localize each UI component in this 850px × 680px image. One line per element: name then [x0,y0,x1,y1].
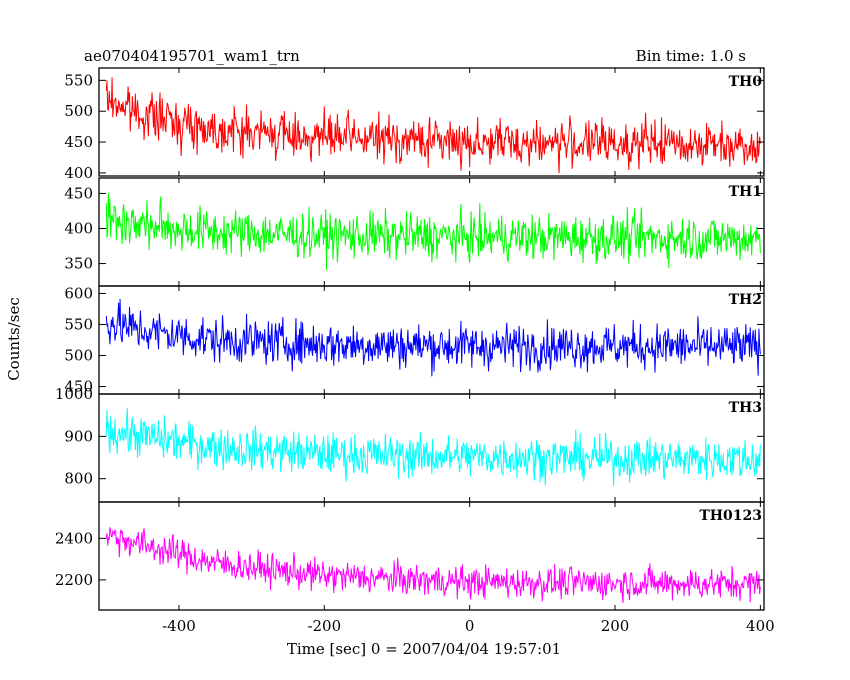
y-tick-label: 450 [64,184,93,202]
y-tick-label: 450 [64,378,93,396]
series-line-th0123 [105,527,761,603]
panel-label-th1: TH1 [729,184,762,200]
x-tick-label: -400 [162,617,196,635]
y-tick-label: 550 [64,315,93,333]
y-tick-label: 2200 [55,571,93,589]
y-axis-title: Counts/sec [5,297,23,381]
y-tick-label: 2400 [55,529,93,547]
panel-th1: 350 400 450 TH1 [64,177,765,287]
series-line-th0 [105,77,761,174]
panel-label-th0: TH0 [729,74,763,90]
x-tick-label: -200 [307,617,341,635]
x-axis: -400 -200 0 200 400 [162,617,775,635]
y-tick-label: 550 [64,71,93,89]
panel-frame [98,501,765,611]
series-line-th2 [105,299,761,377]
y-tick-label: 500 [64,347,93,365]
x-tick-label: 0 [465,617,475,635]
panel-th0123: 2200 2400 TH0123 [55,501,765,611]
x-tick-label: 200 [601,617,630,635]
panel-th3: 800 900 1000 TH3 [55,385,765,503]
x-axis-title: Time [sec] 0 = 2007/04/04 19:57:01 [287,640,561,658]
series-line-th3 [105,407,761,487]
y-tick-label: 900 [64,427,93,445]
panel-label-th0123: TH0123 [699,508,762,524]
panel-th2: 450 500 550 600 TH2 [64,284,765,396]
y-tick-label: 800 [64,470,93,488]
panel-th0: 400 450 500 550 TH0 [64,67,765,182]
panel-frame [98,67,765,177]
bin-time-label: Bin time: 1.0 s [636,47,746,65]
x-tick-label: 400 [746,617,775,635]
series-line-th1 [105,192,761,270]
panel-label-th3: TH3 [729,400,762,416]
y-tick-label: 400 [64,219,93,237]
panels-group: 400 450 500 550 TH0 350 400 450 TH1 450 500 550 600 T… [55,67,765,611]
panel-label-th2: TH2 [729,292,762,308]
y-tick-label: 500 [64,102,93,120]
chart-title: ae070404195701_wam1_trn [84,47,300,65]
y-tick-label: 400 [64,164,93,182]
y-tick-label: 1000 [55,385,93,403]
y-tick-label: 350 [64,255,93,273]
y-tick-label: 450 [64,133,93,151]
y-tick-label: 600 [64,284,93,302]
panel-frame [98,393,765,503]
